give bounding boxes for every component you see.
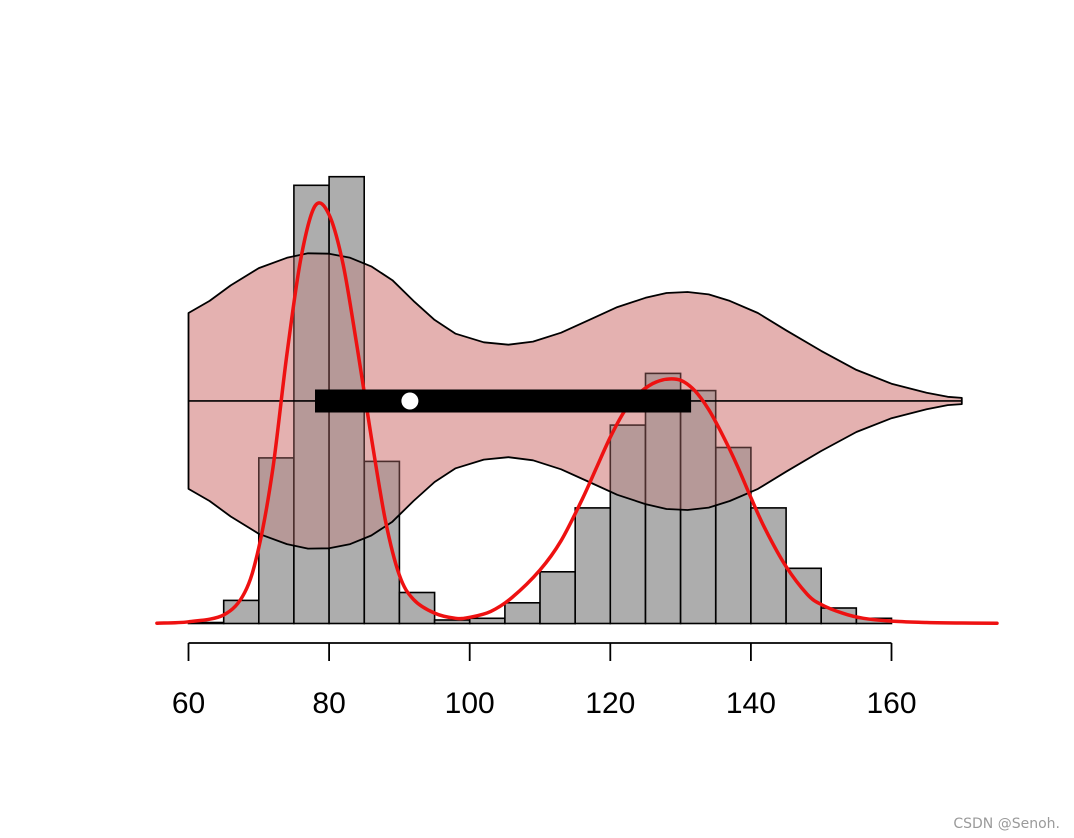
x-tick-label: 120 bbox=[585, 687, 635, 720]
x-axis: 60 80 100 120 140 160 bbox=[172, 642, 917, 720]
histogram-bar bbox=[644, 372, 682, 625]
histogram-bar bbox=[363, 460, 401, 625]
histogram-bar bbox=[609, 424, 647, 625]
histogram-bar bbox=[468, 617, 506, 625]
histogram-bar bbox=[750, 507, 787, 625]
histogram-bar bbox=[574, 507, 612, 625]
violin-box bbox=[315, 389, 692, 413]
density-curve bbox=[155, 201, 999, 625]
x-tick-label: 160 bbox=[866, 687, 916, 720]
x-tick-label: 140 bbox=[726, 687, 776, 720]
violin-outline bbox=[187, 252, 963, 550]
x-tick-label: 60 bbox=[172, 687, 205, 720]
histogram-bar bbox=[714, 446, 752, 625]
median-point bbox=[401, 392, 419, 410]
x-tick-label: 100 bbox=[445, 687, 495, 720]
x-tick-label: 80 bbox=[312, 687, 345, 720]
watermark: CSDN @Senoh. bbox=[953, 816, 1060, 832]
histogram-bar bbox=[504, 601, 541, 625]
density-curve-layer bbox=[155, 201, 999, 625]
histogram-bar bbox=[398, 591, 436, 625]
histogram-bar bbox=[539, 570, 577, 625]
iqr-box bbox=[315, 389, 692, 413]
histogram-bar bbox=[433, 619, 471, 625]
